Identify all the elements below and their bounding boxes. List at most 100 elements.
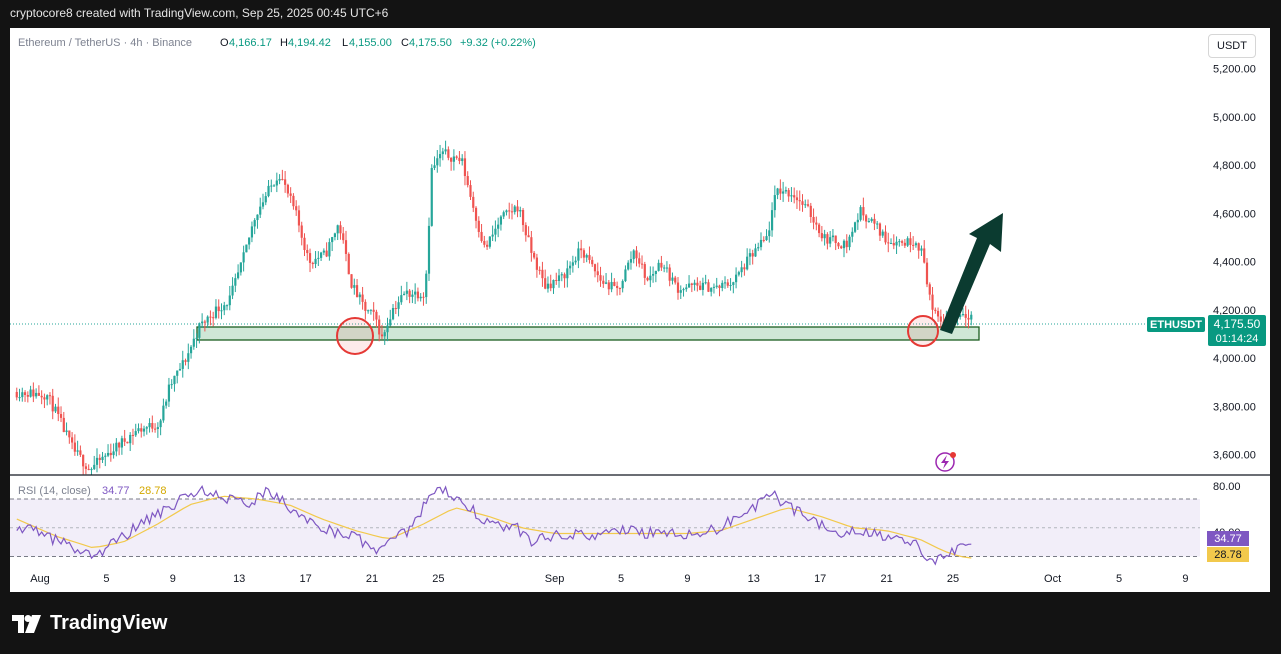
candle-body [394, 307, 397, 309]
candle-body [68, 430, 71, 438]
candle-body [657, 262, 660, 271]
candle-body [353, 285, 356, 288]
candle-body [596, 271, 599, 276]
candle-body [245, 244, 248, 253]
candle-body [430, 167, 433, 226]
candle-body [917, 243, 920, 251]
candle-body [195, 337, 198, 339]
candle-body [726, 282, 729, 286]
candle-body [934, 309, 937, 311]
candle-body [685, 287, 688, 290]
candle-body [867, 221, 870, 223]
candle-body [723, 282, 727, 284]
candle-body [873, 218, 876, 224]
candle-body [801, 201, 804, 205]
candle-body [914, 243, 918, 246]
candle-body [15, 391, 18, 398]
candle-body [831, 235, 835, 238]
candle-body [502, 212, 505, 217]
time-tick-label: 5 [618, 573, 624, 585]
candle-body [427, 225, 431, 274]
candle-body [599, 275, 602, 281]
candle-body [472, 196, 475, 208]
candle-body [748, 253, 752, 257]
candle-body [187, 353, 190, 362]
candle-body [325, 250, 328, 257]
price-tick-label: 5,000.00 [1213, 112, 1256, 124]
candle-body [651, 274, 655, 276]
tradingview-logo[interactable]: TradingView [12, 612, 167, 635]
candles [15, 140, 973, 475]
candle-body [859, 207, 862, 220]
candle-body [120, 438, 123, 448]
candle-body [795, 197, 799, 201]
candle-body [856, 219, 859, 223]
candle-body [264, 196, 267, 203]
price-tick-label: 3,800.00 [1213, 401, 1256, 413]
candle-body [712, 286, 716, 288]
candle-body [228, 295, 231, 306]
candle-body [126, 441, 129, 444]
candle-body [142, 428, 146, 432]
candle-body [494, 228, 497, 235]
candle-body [618, 288, 621, 290]
price-tick-label: 4,600.00 [1213, 208, 1256, 220]
currency-button[interactable]: USDT [1208, 34, 1256, 58]
candle-body [275, 180, 278, 186]
candle-body [923, 248, 926, 263]
candle-body [834, 235, 837, 244]
candle-body [129, 434, 132, 444]
candle-body [364, 301, 367, 311]
candle-body [784, 190, 787, 192]
time-tick-label: 5 [1116, 573, 1122, 585]
rsi-value-label: 34.77 [102, 485, 130, 497]
candle-body [707, 282, 710, 292]
candle-body [408, 290, 411, 297]
time-tick-label: 9 [170, 573, 176, 585]
candle-body [557, 275, 561, 281]
candle-body [865, 215, 868, 222]
candle-body [148, 422, 151, 428]
candle-body [721, 282, 724, 289]
candle-body [220, 310, 223, 312]
candle-body [621, 281, 624, 289]
candle-body [629, 259, 633, 263]
candle-body [184, 360, 187, 362]
candle-body [588, 255, 591, 260]
candle-body [402, 293, 406, 296]
candle-body [842, 240, 846, 249]
candle-body [212, 317, 215, 319]
candle-body [895, 241, 898, 246]
candle-body [627, 262, 630, 270]
candle-body [837, 243, 840, 247]
ohlc-high: 4,194.42 [288, 37, 331, 49]
candle-body [436, 158, 439, 166]
candle-body [278, 178, 281, 181]
candle-body [284, 179, 287, 185]
price-tick-label: 4,200.00 [1213, 305, 1256, 317]
time-tick-label: 25 [432, 573, 444, 585]
candle-body [530, 237, 533, 253]
lightning-icon[interactable] [935, 452, 956, 472]
candle-body [372, 309, 375, 312]
candle-body [563, 274, 566, 279]
candle-body [131, 434, 135, 436]
candle-body [145, 427, 148, 429]
candle-body [806, 204, 810, 206]
candle-body [270, 185, 273, 187]
price-tick-label: 4,400.00 [1213, 257, 1256, 269]
candle-body [964, 314, 967, 318]
candle-body [444, 149, 447, 152]
candle-body [759, 239, 763, 248]
time-tick-label: 9 [684, 573, 690, 585]
candle-body [214, 306, 218, 318]
candle-body [419, 296, 422, 299]
candle-body [546, 283, 550, 289]
candle-body [527, 235, 530, 238]
candle-body [253, 220, 256, 227]
candle-body [98, 457, 101, 461]
ohlc-close-label: C [401, 37, 409, 49]
candle-body [779, 188, 782, 194]
candle-body [538, 269, 541, 271]
